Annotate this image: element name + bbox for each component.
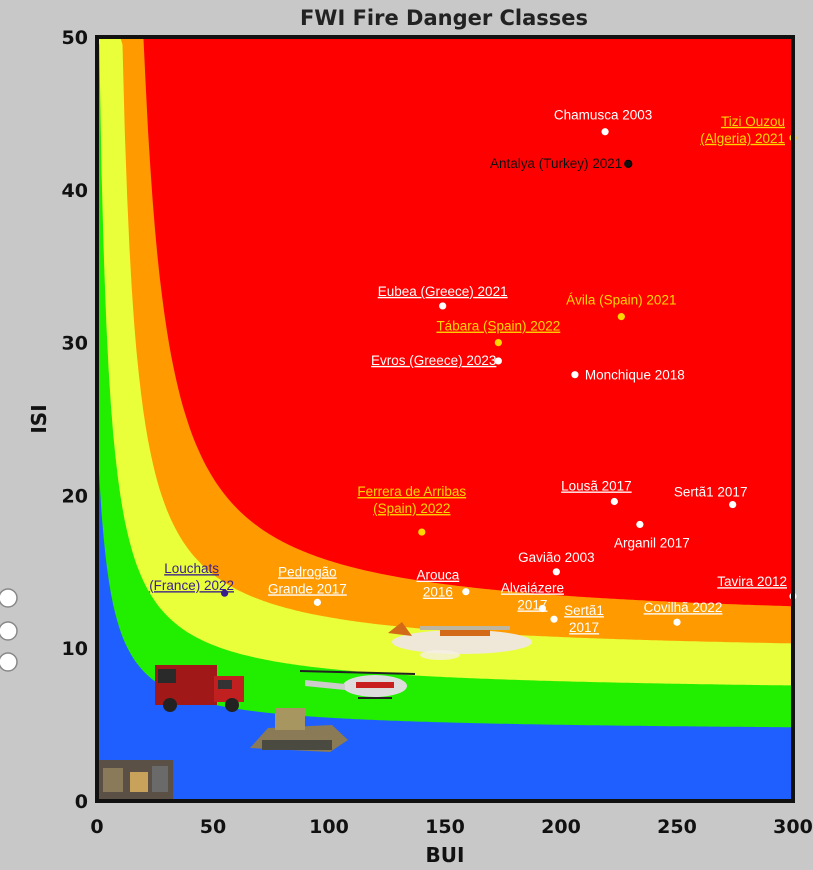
fire-event: Chamusca 2003 — [554, 108, 652, 136]
fire-event: Sertã1 2017 — [674, 485, 748, 509]
x-tick-label: 250 — [657, 816, 697, 838]
bulldozer-icon — [250, 708, 348, 752]
data-point — [439, 302, 447, 310]
y-tick-label: 50 — [62, 27, 88, 49]
danger-band — [97, 37, 793, 801]
data-point — [494, 339, 502, 347]
fire-event: Covilhã 2022 — [644, 600, 723, 626]
data-point — [617, 313, 625, 321]
danger-class-bands — [97, 37, 793, 801]
point-label: Tavira 2012 — [717, 574, 787, 589]
ground-crew-photo-icon — [97, 760, 173, 802]
y-tick-label: 30 — [62, 333, 88, 355]
data-point — [313, 598, 321, 606]
point-label: Sertã1 2017 — [674, 485, 748, 500]
point-label: Covilhã 2022 — [644, 600, 723, 615]
fire-event: Tábara (Spain) 2022 — [436, 319, 560, 347]
fire-event: Gavião 2003 — [518, 550, 595, 576]
chart-title: FWI Fire Danger Classes — [300, 6, 588, 30]
data-point — [673, 618, 681, 626]
point-label: Antalya (Turkey) 2021 — [490, 156, 622, 171]
point-label: 2016 — [423, 585, 453, 600]
fire-event-points: Chamusca 2003 Tizi Ouzou (Algeria) 2021 Ant… — [149, 108, 797, 635]
point-label: Eubea (Greece) 2021 — [378, 284, 508, 299]
y-axis-label: ISI — [27, 404, 51, 433]
edge-circle — [0, 621, 18, 641]
x-axis-label: BUI — [426, 843, 465, 867]
point-label: Ferrera de Arribas — [357, 484, 466, 499]
point-label: Monchique 2018 — [585, 368, 685, 383]
left-edge-circles — [0, 588, 18, 672]
point-label: Arganil 2017 — [614, 535, 690, 550]
fire-event: Pedrogão Grande 2017 — [268, 564, 347, 606]
point-label: Louchats — [164, 561, 219, 576]
point-label: (Algeria) 2021 — [700, 131, 785, 146]
y-axis-ticks: 0 10 20 30 40 50 — [62, 27, 88, 813]
x-tick-label: 150 — [425, 816, 465, 838]
water-bomber-plane-icon — [388, 622, 532, 660]
x-tick-label: 100 — [309, 816, 349, 838]
fire-event: Antalya (Turkey) 2021 — [490, 156, 633, 171]
fire-event: Eubea (Greece) 2021 — [378, 284, 508, 310]
x-tick-label: 0 — [90, 816, 103, 838]
equipment-icons — [97, 622, 532, 802]
edge-circle — [0, 652, 18, 672]
point-label: 2017 — [569, 620, 599, 635]
edge-circle — [0, 588, 18, 608]
data-point — [601, 128, 609, 136]
x-tick-label: 200 — [541, 816, 581, 838]
fire-event: Arouca 2016 — [416, 568, 470, 600]
point-label: (France) 2022 — [149, 578, 234, 593]
point-label: Chamusca 2003 — [554, 108, 652, 123]
data-point — [462, 588, 470, 596]
point-label: Tizi Ouzou — [721, 114, 785, 129]
point-label: Pedrogão — [278, 564, 337, 579]
y-tick-label: 40 — [62, 180, 88, 202]
data-point — [494, 357, 502, 365]
y-tick-label: 10 — [62, 638, 88, 660]
y-tick-label: 20 — [62, 485, 88, 507]
point-label: Tábara (Spain) 2022 — [436, 319, 560, 334]
data-point — [729, 500, 737, 509]
point-label: Evros (Greece) 2023 — [371, 353, 496, 368]
data-point — [538, 604, 547, 613]
helicopter-icon — [299, 670, 416, 699]
x-axis-ticks: 0 50 100 150 200 250 300 — [90, 816, 812, 838]
data-point — [550, 615, 558, 623]
point-label: Arouca — [416, 568, 459, 583]
data-point — [552, 568, 560, 576]
fire-event: Ferrera de Arribas (Spain) 2022 — [357, 484, 466, 536]
point-label: Grande 2017 — [268, 581, 347, 596]
fire-event: Evros (Greece) 2023 — [371, 353, 502, 368]
data-point — [221, 589, 229, 597]
plot-frame — [95, 35, 795, 803]
data-point — [636, 520, 644, 529]
data-point — [624, 159, 633, 168]
data-point — [610, 497, 618, 506]
point-label: (Spain) 2022 — [373, 501, 450, 516]
x-tick-label: 300 — [773, 816, 813, 838]
fire-event: Arganil 2017 — [614, 520, 690, 550]
point-label: Lousã 2017 — [561, 479, 632, 494]
point-label: Alvaiázere — [501, 580, 564, 595]
fire-event: Monchique 2018 — [571, 368, 685, 383]
point-label: Sertã1 — [564, 603, 604, 618]
fire-event: Louchats (France) 2022 — [149, 561, 234, 597]
data-point — [571, 371, 579, 379]
fire-event: Ávila (Spain) 2021 — [566, 293, 676, 321]
fire-event: Lousã 2017 — [561, 479, 632, 506]
point-label: 2017 — [517, 597, 547, 612]
fire-event: Sertã1 2017 — [550, 603, 604, 635]
point-label: Gavião 2003 — [518, 550, 595, 565]
fire-event: Alvaiázere 2017 — [501, 580, 564, 612]
point-label: Ávila (Spain) 2021 — [566, 293, 676, 308]
fire-truck-icon — [155, 665, 244, 712]
x-tick-label: 50 — [200, 816, 226, 838]
y-tick-label: 0 — [75, 791, 88, 813]
data-point — [418, 528, 426, 536]
